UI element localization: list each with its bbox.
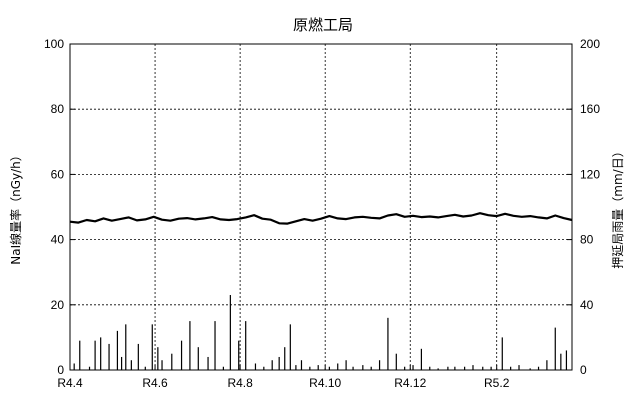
rainfall-bar-47 (429, 366, 431, 370)
rainfall-bar-59 (537, 366, 540, 370)
x-tick-label-3: R4.10 (309, 376, 341, 390)
rainfall-bar-20 (214, 321, 216, 370)
rainfall-bar-16 (180, 340, 183, 370)
rainfall-bar-53 (482, 366, 484, 370)
left-tick-label-2: 40 (51, 233, 65, 247)
rainfall-bar-26 (263, 366, 265, 370)
left-axis-ticks: 0 20 40 60 80 100 (44, 37, 75, 377)
right-axis-ticks: 0 40 80 120 160 200 (567, 37, 600, 377)
rainfall-bar-8 (125, 324, 127, 370)
rainfall-bar-63 (565, 350, 568, 370)
left-tick-label-4: 80 (51, 102, 65, 116)
rainfall-bar-30 (289, 324, 291, 370)
rainfall-bar-0 (73, 363, 75, 370)
rainfall-bar-15 (171, 353, 173, 370)
rainfall-bar-10 (137, 343, 139, 370)
left-tick-label-3: 60 (51, 167, 65, 181)
rainfall-bar-18 (197, 347, 199, 370)
rainfall-bar-23 (238, 340, 240, 370)
rainfall-bar-44 (404, 366, 406, 370)
x-axis-ticks: R4.4 R4.6 R4.8 R4.10 R4.12 R5.2 (57, 365, 510, 390)
rainfall-bar-62 (560, 353, 562, 370)
dose-rate-line-layer (69, 212, 573, 225)
rainfall-bar-2 (88, 366, 91, 370)
rainfall-bar-9 (130, 360, 132, 370)
rainfall-bar-21 (222, 366, 224, 370)
rainfall-bar-5 (108, 343, 110, 370)
rainfall-bar-38 (352, 366, 354, 370)
rainfall-bar-1 (79, 340, 81, 370)
rainfall-bar-3 (94, 340, 96, 370)
rainfall-bar-28 (278, 356, 280, 370)
rainfall-bar-57 (518, 365, 520, 370)
right-tick-label-3: 120 (580, 167, 600, 181)
x-tick-label-1: R4.6 (142, 376, 168, 390)
rainfall-bar-7 (120, 356, 123, 370)
rainfall-bar-12 (151, 324, 153, 370)
rainfall-bar-29 (284, 347, 286, 370)
rainfall-bar-56 (510, 366, 512, 370)
left-tick-label-5: 100 (44, 37, 64, 51)
rainfall-bar-17 (189, 321, 191, 370)
left-tick-label-0: 0 (57, 363, 64, 377)
left-tick-label-1: 20 (51, 298, 65, 312)
rainfall-bar-41 (378, 360, 381, 370)
rainfall-bar-14 (161, 360, 163, 370)
rainfall-bar-27 (271, 360, 273, 370)
x-tick-label-2: R4.8 (227, 376, 253, 390)
rainfall-bar-55 (501, 337, 503, 370)
rainfall-bar-34 (317, 365, 319, 370)
rainfall-bar-40 (370, 366, 372, 370)
chart-title: 原燃工局 (293, 16, 353, 34)
x-tick-label-0: R4.4 (57, 376, 83, 390)
rainfall-bar-60 (546, 360, 548, 370)
rainfall-bar-51 (464, 366, 466, 370)
rainfall-bar-36 (337, 363, 339, 370)
rainfall-bar-48 (437, 368, 439, 370)
rainfall-bar-13 (157, 347, 159, 370)
rainfall-bars (73, 295, 568, 370)
rainfall-bar-52 (472, 365, 474, 370)
rainfall-bar-19 (207, 356, 209, 370)
rainfall-bar-31 (295, 365, 297, 370)
rainfall-bar-24 (245, 321, 247, 370)
rainfall-bar-45 (412, 365, 414, 370)
right-tick-label-1: 40 (580, 298, 594, 312)
left-axis-title: NaI線量率（nGy/h） (8, 149, 23, 265)
right-tick-label-4: 160 (580, 102, 600, 116)
rainfall-bar-22 (229, 295, 231, 370)
right-tick-label-5: 200 (580, 37, 600, 51)
x-tick-label-5: R5.2 (484, 376, 510, 390)
rainfall-bar-35 (328, 366, 330, 370)
rainfall-bar-39 (362, 365, 364, 370)
rainfall-bar-42 (387, 317, 389, 370)
rainfall-bar-49 (447, 366, 449, 370)
right-axis-title: 押延局雨量（mm/日） (611, 145, 625, 268)
rainfall-bar-6 (116, 330, 119, 370)
rainfall-bar-32 (300, 360, 303, 370)
right-tick-label-2: 80 (580, 233, 594, 247)
rainfall-bar-4 (100, 337, 102, 370)
rainfall-bar-37 (345, 360, 347, 370)
rainfall-bar-25 (254, 363, 257, 370)
plot-frame (69, 43, 573, 371)
rainfall-bar-58 (529, 368, 531, 370)
rainfall-bar-46 (420, 348, 422, 370)
rainfall-bar-11 (144, 366, 146, 370)
rainfall-bar-43 (395, 353, 397, 370)
rainfall-bar-54 (490, 366, 492, 370)
dose-rate-line (69, 212, 573, 225)
right-tick-label-0: 0 (580, 363, 587, 377)
x-tick-label-4: R4.12 (394, 376, 426, 390)
rainfall-bar-61 (554, 327, 556, 370)
rainfall-bar-50 (454, 366, 456, 370)
rainfall-bar-33 (309, 366, 311, 370)
